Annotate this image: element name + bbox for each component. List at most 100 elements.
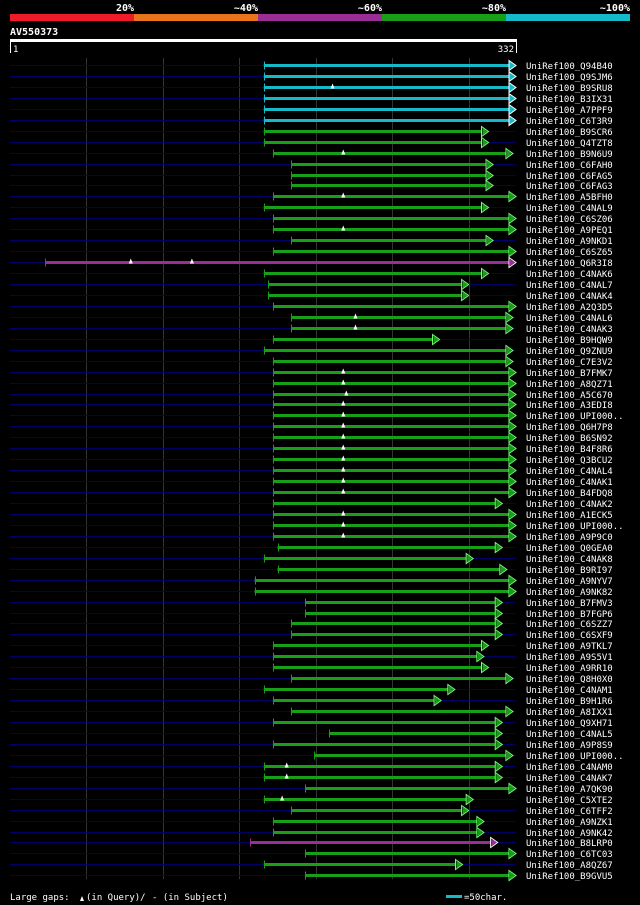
hit-label[interactable]: UniRef100_A9P9C0 xyxy=(526,533,613,543)
hit-row[interactable]: UniRef100_B4FDQ8 xyxy=(10,486,613,500)
hit-row[interactable]: UniRef100_A8QZ71 xyxy=(10,377,613,391)
hit-row[interactable]: UniRef100_A9NZK1 xyxy=(10,815,613,829)
hit-row[interactable]: UniRef100_B9RI97 xyxy=(10,563,613,577)
hit-row[interactable]: UniRef100_A8QZ67 xyxy=(10,858,613,872)
hit-row[interactable]: UniRef100_A9NK82 xyxy=(10,585,613,599)
hit-label[interactable]: UniRef100_UPI000.. xyxy=(526,752,624,762)
hit-label[interactable]: UniRef100_C5XTE2 xyxy=(526,796,613,806)
hit-row[interactable]: UniRef100_C6SXF9 xyxy=(10,628,613,642)
hit-label[interactable]: UniRef100_C4NAL9 xyxy=(526,204,613,214)
hit-label[interactable]: UniRef100_A2Q3D5 xyxy=(526,303,613,313)
hit-label[interactable]: UniRef100_C6TFF2 xyxy=(526,807,613,817)
hit-row[interactable]: UniRef100_C4NAM1 xyxy=(10,683,613,697)
hit-row[interactable]: UniRef100_C4NAL4 xyxy=(10,464,613,478)
hit-label[interactable]: UniRef100_Q9SJM6 xyxy=(526,73,613,83)
hit-label[interactable]: UniRef100_A1ECK5 xyxy=(526,511,613,521)
hit-label[interactable]: UniRef100_C6SZZ7 xyxy=(526,620,613,630)
hit-row[interactable]: UniRef100_Q4TZT8 xyxy=(10,136,613,150)
hit-row[interactable]: UniRef100_Q6R3I8 xyxy=(10,256,613,270)
hit-label[interactable]: UniRef100_B9SRU8 xyxy=(526,84,613,94)
hit-label[interactable]: UniRef100_A9NK82 xyxy=(526,588,613,598)
hit-label[interactable]: UniRef100_A8QZ71 xyxy=(526,380,613,390)
hit-row[interactable]: UniRef100_B6SN92 xyxy=(10,431,613,445)
hit-label[interactable]: UniRef100_A9NYV7 xyxy=(526,577,613,587)
hit-row[interactable]: UniRef100_B4F8R6 xyxy=(10,442,613,456)
hit-row[interactable]: UniRef100_A5C670 xyxy=(10,388,613,402)
hit-row[interactable]: UniRef100_A1ECK5 xyxy=(10,508,613,522)
hit-label[interactable]: UniRef100_C4NAK3 xyxy=(526,325,613,335)
hit-label[interactable]: UniRef100_Q94B40 xyxy=(526,62,613,72)
hit-row[interactable]: UniRef100_C4NAK1 xyxy=(10,475,613,489)
hit-row[interactable]: UniRef100_C6FAG5 xyxy=(10,169,613,183)
hit-label[interactable]: UniRef100_C4NAK6 xyxy=(526,270,613,280)
hit-label[interactable]: UniRef100_B9GVU5 xyxy=(526,872,613,882)
hit-label[interactable]: UniRef100_A7PPF9 xyxy=(526,106,613,116)
hit-label[interactable]: UniRef100_C4NAL4 xyxy=(526,467,613,477)
hit-row[interactable]: UniRef100_B7FGP6 xyxy=(10,607,613,621)
hit-row[interactable]: UniRef100_C6TC03 xyxy=(10,847,613,861)
hit-label[interactable]: UniRef100_A5C670 xyxy=(526,391,613,401)
hit-row[interactable]: UniRef100_C4NAL6 xyxy=(10,311,613,325)
hit-row[interactable]: UniRef100_B9HQW9 xyxy=(10,333,613,347)
hit-label[interactable]: UniRef100_C4NAM1 xyxy=(526,686,613,696)
hit-row[interactable]: UniRef100_C4NAK4 xyxy=(10,289,613,303)
hit-row[interactable]: UniRef100_A9NKD1 xyxy=(10,234,613,248)
hit-row[interactable]: UniRef100_A9PEQ1 xyxy=(10,223,613,237)
hit-label[interactable]: UniRef100_UPI000.. xyxy=(526,522,624,532)
hit-label[interactable]: UniRef100_C4NAK8 xyxy=(526,555,613,565)
hit-row[interactable]: UniRef100_C5XTE2 xyxy=(10,793,613,807)
hit-label[interactable]: UniRef100_A3EDI8 xyxy=(526,401,613,411)
hit-label[interactable]: UniRef100_C4NAL7 xyxy=(526,281,613,291)
hit-row[interactable]: UniRef100_C4NAM0 xyxy=(10,760,613,774)
hit-row[interactable]: UniRef100_Q6H7P8 xyxy=(10,420,613,434)
hit-label[interactable]: UniRef100_A9P8S9 xyxy=(526,741,613,751)
hit-row[interactable]: UniRef100_C6FAG3 xyxy=(10,179,613,193)
hit-row[interactable]: UniRef100_B9SRU8 xyxy=(10,81,613,95)
hit-label[interactable]: UniRef100_Q4TZT8 xyxy=(526,139,613,149)
hit-row[interactable]: UniRef100_B9H1R6 xyxy=(10,694,613,708)
hit-row[interactable]: UniRef100_C4NAK3 xyxy=(10,322,613,336)
hit-label[interactable]: UniRef100_B4FDQ8 xyxy=(526,489,613,499)
hit-row[interactable]: UniRef100_Q0GEA0 xyxy=(10,541,613,555)
hit-row[interactable]: UniRef100_A7QK90 xyxy=(10,782,613,796)
hit-row[interactable]: UniRef100_C4NAK8 xyxy=(10,552,613,566)
hit-row[interactable]: UniRef100_C6SZZ7 xyxy=(10,617,613,631)
hit-row[interactable]: UniRef100_Q3BCU2 xyxy=(10,453,613,467)
hit-row[interactable]: UniRef100_B7FMK7 xyxy=(10,366,613,380)
hit-label[interactable]: UniRef100_A8IXX1 xyxy=(526,708,613,718)
hit-label[interactable]: UniRef100_B7FGP6 xyxy=(526,610,613,620)
hit-label[interactable]: UniRef100_A9TKL7 xyxy=(526,642,613,652)
hit-label[interactable]: UniRef100_UPI000.. xyxy=(526,412,624,422)
hit-label[interactable]: UniRef100_C6T3R9 xyxy=(526,117,613,127)
hit-row[interactable]: UniRef100_A7PPF9 xyxy=(10,103,613,117)
hit-label[interactable]: UniRef100_B6SN92 xyxy=(526,434,613,444)
hit-label[interactable]: UniRef100_C7E3V2 xyxy=(526,358,613,368)
hit-row[interactable]: UniRef100_B9GVU5 xyxy=(10,869,613,883)
hit-row[interactable]: UniRef100_B7FMV3 xyxy=(10,596,613,610)
hit-label[interactable]: UniRef100_A5BFH0 xyxy=(526,193,613,203)
hit-label[interactable]: UniRef100_Q0GEA0 xyxy=(526,544,613,554)
hit-label[interactable]: UniRef100_C6FAH0 xyxy=(526,161,613,171)
hit-label[interactable]: UniRef100_Q3BCU2 xyxy=(526,456,613,466)
hit-row[interactable]: UniRef100_A9S5V1 xyxy=(10,650,613,664)
hit-label[interactable]: UniRef100_Q9XH71 xyxy=(526,719,613,729)
hit-label[interactable]: UniRef100_B9SCR6 xyxy=(526,128,613,138)
hit-label[interactable]: UniRef100_C6TC03 xyxy=(526,850,613,860)
hit-label[interactable]: UniRef100_C4NAK1 xyxy=(526,478,613,488)
hit-row[interactable]: UniRef100_A9P8S9 xyxy=(10,738,613,752)
hit-row[interactable]: UniRef100_C6SZ06 xyxy=(10,212,613,226)
hit-label[interactable]: UniRef100_C4NAL6 xyxy=(526,314,613,324)
hit-label[interactable]: UniRef100_B9RI97 xyxy=(526,566,613,576)
hit-row[interactable]: UniRef100_C6FAH0 xyxy=(10,158,613,172)
hit-row[interactable]: UniRef100_B3IX31 xyxy=(10,92,613,106)
hit-label[interactable]: UniRef100_C4NAM0 xyxy=(526,763,613,773)
hit-row[interactable]: UniRef100_C6SZ65 xyxy=(10,245,613,259)
hit-label[interactable]: UniRef100_Q8H0X0 xyxy=(526,675,613,685)
hit-row[interactable]: UniRef100_B8LRP0 xyxy=(10,836,613,850)
hit-label[interactable]: UniRef100_B4F8R6 xyxy=(526,445,613,455)
hit-label[interactable]: UniRef100_C6FAG5 xyxy=(526,172,613,182)
hit-label[interactable]: UniRef100_B9H1R6 xyxy=(526,697,613,707)
hit-row[interactable]: UniRef100_Q9XH71 xyxy=(10,716,613,730)
hit-label[interactable]: UniRef100_C6SZ65 xyxy=(526,248,613,258)
hit-label[interactable]: UniRef100_A8QZ67 xyxy=(526,861,613,871)
